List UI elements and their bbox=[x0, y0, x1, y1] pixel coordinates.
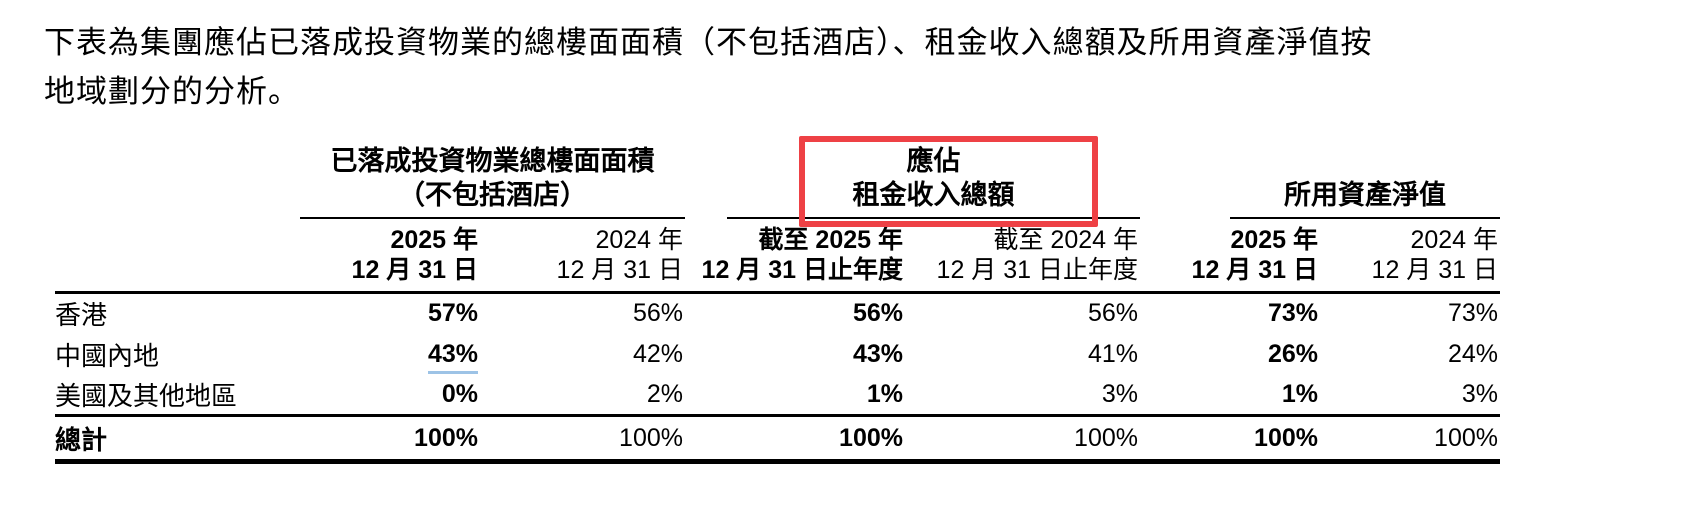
group-rental-title-line2: 租金收入總額 bbox=[852, 180, 1015, 210]
value-cell: 1% bbox=[1281, 379, 1318, 408]
group-gfa-title-line1: 已落成投資物業總樓面面積 bbox=[330, 146, 655, 176]
value-cell: 56% bbox=[852, 299, 903, 328]
value-cell: 100% bbox=[1320, 414, 1500, 464]
group-gfa-title-line2: （不包括酒店） bbox=[398, 180, 587, 210]
group-header-net-assets: 所用資產淨值 bbox=[1140, 144, 1500, 219]
value-cell: 100% bbox=[285, 414, 480, 464]
group-header-gfa: 已落成投資物業總樓面面積 （不包括酒店） bbox=[285, 144, 685, 219]
group-header-spacer bbox=[55, 144, 285, 219]
value-cell: 41% bbox=[1087, 339, 1138, 368]
value-cell: 24% bbox=[1447, 339, 1498, 368]
region-label: 香港 bbox=[55, 301, 108, 331]
value-cell: 56% bbox=[632, 299, 683, 328]
value-cell: 1% bbox=[866, 379, 903, 408]
value-cell: 43% bbox=[285, 334, 480, 375]
value-cell: 43% bbox=[852, 339, 903, 368]
value-cell: 57% bbox=[427, 299, 478, 328]
table-row: 美國及其他地區 0% 2% 1% 3% 1% 3% bbox=[55, 375, 1500, 416]
intro-line-2: 地域劃分的分析。 bbox=[44, 74, 300, 109]
value-cell: 73% bbox=[1267, 299, 1318, 328]
value-cell: 100% bbox=[905, 414, 1140, 464]
regional-analysis-table: 已落成投資物業總樓面面積 （不包括酒店） 應佔 租金收入總額 所用資產淨值 bbox=[55, 136, 1500, 464]
column-header-spacer bbox=[55, 219, 285, 294]
value-cell: 100% bbox=[480, 414, 685, 464]
value-cell: 0% bbox=[441, 379, 478, 408]
table-row: 香港 57% 56% 56% 56% 73% 73% bbox=[55, 293, 1500, 334]
column-header-gfa-2025: 2025 年 12 月 31 日 bbox=[285, 219, 480, 294]
value-cell: 73% bbox=[1447, 299, 1498, 328]
underlined-value: 43% bbox=[427, 340, 478, 374]
column-header-gfa-2024: 2024 年 12 月 31 日 bbox=[480, 219, 685, 294]
column-header-rental-2025: 截至 2025 年 12 月 31 日止年度 bbox=[685, 219, 905, 294]
value-cell: 42% bbox=[632, 339, 683, 368]
intro-paragraph: 下表為集團應佔已落成投資物業的總樓面面積（不包括酒店）、租金收入總額及所用資產淨… bbox=[44, 18, 1484, 116]
value-cell: 56% bbox=[1087, 299, 1138, 328]
column-header-nav-2024: 2024 年 12 月 31 日 bbox=[1320, 219, 1500, 294]
group-header-row: 已落成投資物業總樓面面積 （不包括酒店） 應佔 租金收入總額 所用資產淨值 bbox=[55, 136, 1500, 227]
intro-line-1: 下表為集團應佔已落成投資物業的總樓面面積（不包括酒店）、租金收入總額及所用資產淨… bbox=[44, 25, 1373, 60]
region-label: 總計 bbox=[55, 414, 285, 464]
group-nav-title-line1: 所用資產淨值 bbox=[1284, 180, 1446, 210]
column-header-nav-2025: 2025 年 12 月 31 日 bbox=[1140, 219, 1320, 294]
table-body: 香港 57% 56% 56% 56% 73% 73% 中國內地 43% 42% 43% 41% 26% 2… bbox=[55, 293, 1500, 464]
value-cell: 100% bbox=[685, 414, 905, 464]
table-row: 中國內地 43% 42% 43% 41% 26% 24% bbox=[55, 334, 1500, 375]
value-cell: 26% bbox=[1267, 339, 1318, 368]
value-cell: 3% bbox=[1461, 379, 1498, 408]
region-label: 中國內地 bbox=[55, 341, 160, 371]
group-rental-title-line1: 應佔 bbox=[906, 146, 961, 176]
total-row: 總計 100% 100% 100% 100% 100% 100% bbox=[55, 414, 1500, 464]
column-header-row: 2025 年 12 月 31 日 2024 年 12 月 31 日 截至 202… bbox=[55, 219, 1500, 294]
value-cell: 2% bbox=[646, 379, 683, 408]
column-header-rental-2024: 截至 2024 年 12 月 31 日止年度 bbox=[905, 219, 1140, 294]
value-cell: 100% bbox=[1140, 414, 1320, 464]
group-header-rental-income: 應佔 租金收入總額 bbox=[685, 136, 1140, 227]
value-cell: 3% bbox=[1101, 379, 1138, 408]
region-label: 美國及其他地區 bbox=[55, 381, 238, 411]
